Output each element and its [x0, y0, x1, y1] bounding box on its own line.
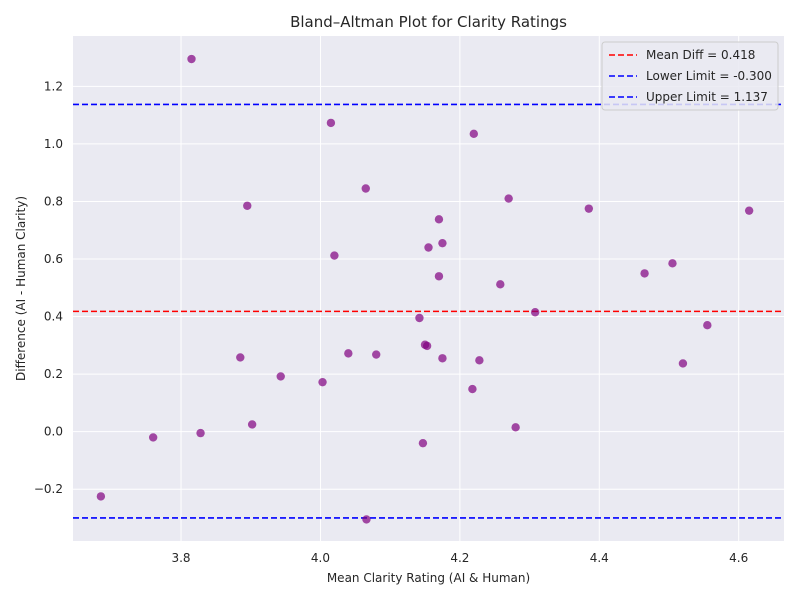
data-point	[361, 184, 370, 193]
y-tick-label: 1.2	[44, 79, 63, 93]
data-point	[362, 515, 371, 524]
data-point	[247, 420, 257, 429]
data-point	[236, 353, 245, 362]
y-tick-label: 0.6	[44, 252, 63, 266]
data-point	[330, 251, 339, 260]
data-point	[422, 341, 432, 351]
data-point	[584, 204, 594, 213]
data-point	[196, 428, 205, 438]
data-point	[326, 118, 336, 128]
y-tick-label: 0.4	[44, 310, 63, 324]
data-points	[96, 54, 754, 524]
y-tick-label: 1.0	[44, 137, 63, 151]
data-point	[438, 238, 447, 248]
reference-lines	[73, 103, 784, 519]
data-point	[415, 313, 424, 323]
data-point	[344, 349, 353, 358]
legend-label: Upper Limit = 1.137	[646, 90, 768, 104]
legend-box	[601, 41, 779, 111]
data-point	[438, 354, 447, 363]
legend-label: Mean Diff = 0.418	[646, 48, 755, 62]
y-tick-label: −0.2	[34, 482, 63, 496]
data-point	[243, 201, 252, 210]
data-point	[511, 423, 520, 432]
x-tick-label: 4.6	[729, 551, 748, 565]
data-point	[187, 54, 196, 64]
chart-title: Bland–Altman Plot for Clarity Ratings	[290, 13, 567, 31]
y-tick-label: 0.2	[44, 367, 63, 381]
data-point	[434, 272, 444, 281]
data-point	[372, 350, 381, 359]
data-point	[703, 320, 712, 330]
data-point	[496, 280, 505, 289]
data-point	[530, 308, 540, 317]
data-point	[424, 243, 433, 252]
data-point	[475, 356, 484, 365]
data-point	[640, 269, 649, 278]
data-point	[418, 438, 428, 448]
data-point	[744, 206, 754, 215]
x-tick-label: 4.2	[450, 551, 469, 565]
x-axis-label: Mean Clarity Rating (AI & Human)	[327, 571, 530, 585]
x-tick-label: 4.4	[590, 551, 609, 565]
data-point	[504, 194, 513, 203]
plot-area	[73, 36, 784, 541]
data-point	[468, 384, 477, 394]
data-point	[678, 359, 688, 368]
data-point	[318, 377, 327, 387]
data-point	[96, 492, 106, 501]
data-point	[434, 215, 444, 224]
data-point	[148, 433, 158, 442]
data-point	[276, 372, 285, 381]
legend: Mean Diff = 0.418 Lower Limit = -0.300 Upp…	[601, 41, 779, 111]
x-tick-label: 3.8	[171, 551, 190, 565]
data-point	[469, 129, 479, 139]
y-tick-label: 0.8	[44, 194, 63, 208]
tick-labels: 3.8 4.0 4.2 4.4 4.6 −0.2 0.0 0.2 0.4 0.6 0.8 1.0 1.2	[34, 79, 748, 565]
y-tick-label: 0.0	[44, 425, 63, 439]
legend-label: Lower Limit = -0.300	[646, 69, 772, 83]
data-point	[668, 259, 677, 268]
x-tick-label: 4.0	[311, 551, 330, 565]
y-axis-label: Difference (AI - Human Clarity)	[14, 196, 28, 381]
